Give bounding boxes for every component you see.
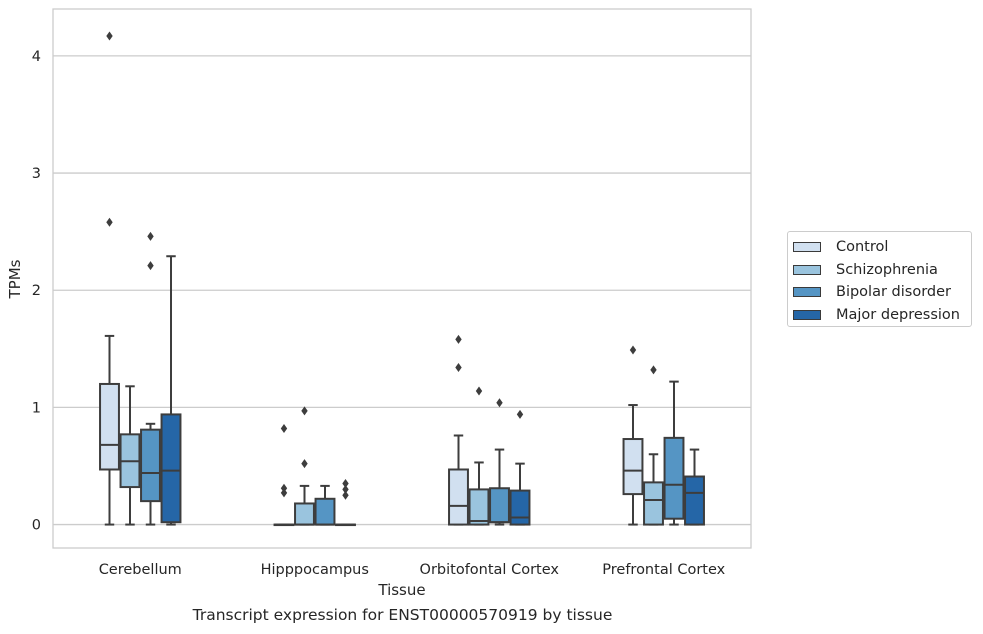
box-1-3 bbox=[643, 365, 664, 526]
box-0-3 bbox=[622, 345, 644, 526]
box-body bbox=[468, 488, 490, 526]
x-tick-label: Hipppocampus bbox=[261, 562, 369, 578]
outlier-point bbox=[147, 231, 154, 241]
legend-swatch-schizophrenia bbox=[793, 264, 821, 275]
y-tick-label: 3 bbox=[32, 166, 41, 182]
box-body bbox=[622, 438, 644, 496]
legend-item-control: Control bbox=[793, 236, 971, 259]
outlier-point bbox=[475, 386, 483, 396]
outlier-point bbox=[516, 409, 524, 419]
box-body bbox=[489, 487, 510, 524]
outlier-point bbox=[301, 459, 308, 469]
outlier-point bbox=[280, 423, 288, 433]
box-body bbox=[663, 436, 685, 520]
y-tick-label: 4 bbox=[32, 49, 41, 65]
chart-caption: Transcript expression for ENST0000057091… bbox=[192, 606, 613, 624]
legend-label-schizophrenia: Schizophrenia bbox=[836, 261, 938, 278]
y-tick-label: 0 bbox=[32, 518, 41, 534]
legend-label-bipolar-disorder: Bipolar disorder bbox=[836, 284, 951, 301]
outlier-point bbox=[455, 363, 462, 373]
legend-label-major-depression: Major depression bbox=[836, 306, 960, 323]
box-2-3 bbox=[663, 380, 685, 526]
legend-item-major-depression: Major depression bbox=[793, 304, 971, 327]
legend-label-control: Control bbox=[836, 239, 889, 256]
outlier-point bbox=[342, 490, 349, 500]
box-body bbox=[643, 481, 664, 526]
box-body bbox=[140, 428, 161, 503]
plot-area-frame bbox=[52, 8, 752, 549]
box-body bbox=[160, 413, 182, 524]
box-body bbox=[99, 382, 120, 471]
box-body bbox=[314, 497, 336, 526]
box-2-2 bbox=[489, 398, 510, 526]
box-body bbox=[684, 475, 705, 526]
outlier-point bbox=[455, 334, 462, 344]
y-axis-label: TPMs bbox=[6, 259, 24, 299]
box-1-0 bbox=[119, 385, 141, 526]
box-0-0 bbox=[99, 31, 120, 526]
x-tick-label: Cerebellum bbox=[99, 562, 182, 578]
outlier-point bbox=[650, 365, 657, 375]
outlier-point bbox=[106, 217, 113, 227]
x-tick-label: Prefrontal Cortex bbox=[602, 562, 725, 578]
legend-swatch-major-depression bbox=[793, 309, 821, 320]
box-plot-series bbox=[99, 31, 705, 527]
x-tick-label: Orbitofontal Cortex bbox=[420, 562, 560, 578]
box-body bbox=[448, 468, 469, 526]
x-axis-ticks: Cerebellum Hipppocampus Orbitofontal Corte… bbox=[99, 562, 726, 578]
box-body bbox=[294, 502, 315, 526]
legend-item-schizophrenia: Schizophrenia bbox=[793, 259, 971, 282]
box-1-2 bbox=[468, 386, 490, 526]
outlier-point bbox=[147, 261, 154, 271]
box-3-0 bbox=[160, 255, 182, 526]
y-axis-ticks: 0 1 2 3 4 bbox=[32, 49, 41, 534]
legend: Control Schizophrenia Bipolar disorder M… bbox=[787, 231, 972, 327]
outlier-point bbox=[496, 398, 503, 408]
box-1-1 bbox=[294, 406, 315, 526]
box-2-0 bbox=[140, 231, 161, 526]
box-0-1 bbox=[273, 423, 295, 527]
y-tick-label: 2 bbox=[32, 283, 41, 299]
outlier-point bbox=[280, 488, 288, 498]
legend-item-bipolar-disorder: Bipolar disorder bbox=[793, 281, 971, 304]
y-tick-label: 1 bbox=[32, 400, 41, 416]
outlier-point bbox=[342, 484, 349, 494]
outlier-point bbox=[342, 479, 349, 489]
box-3-3 bbox=[684, 448, 705, 526]
x-axis-label: Tissue bbox=[377, 581, 425, 599]
box-3-2 bbox=[509, 409, 531, 526]
box-0-2 bbox=[448, 334, 469, 526]
box-2-1 bbox=[314, 484, 336, 526]
outlier-point bbox=[629, 345, 637, 355]
box-3-1 bbox=[335, 479, 356, 527]
outlier-point bbox=[280, 483, 288, 493]
outlier-point bbox=[301, 406, 308, 416]
legend-swatch-bipolar-disorder bbox=[793, 287, 821, 298]
box-body bbox=[509, 489, 531, 526]
legend-swatch-control bbox=[793, 242, 821, 253]
outlier-point bbox=[106, 31, 113, 41]
